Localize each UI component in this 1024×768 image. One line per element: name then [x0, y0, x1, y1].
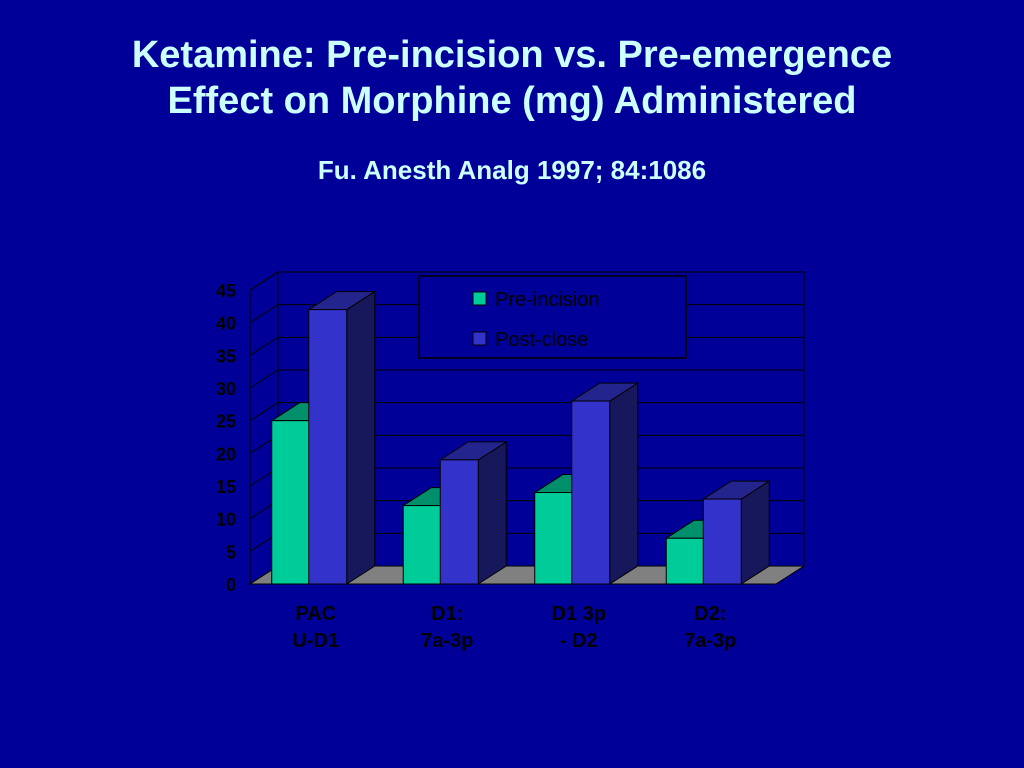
y-tick-label: 30	[216, 379, 236, 399]
x-tick-label: PAC	[295, 603, 336, 625]
x-tick-label: - D2	[560, 630, 598, 652]
x-tick-label: 7a-3p	[421, 630, 473, 652]
bar	[402, 505, 442, 585]
bar	[271, 420, 311, 585]
x-tick-label: D1:	[431, 603, 463, 625]
bar	[308, 309, 348, 585]
bar-side	[477, 440, 507, 585]
y-tick-label: 25	[216, 412, 236, 432]
bar-side	[346, 290, 376, 585]
legend-swatch	[472, 291, 487, 306]
y-tick-label: 10	[216, 510, 236, 530]
bar	[571, 400, 611, 585]
legend-label: Post-close	[495, 329, 588, 351]
y-tick-label: 0	[226, 575, 236, 595]
title-line-2: Effect on Morphine (mg) Administered	[167, 80, 857, 122]
bar	[439, 459, 479, 585]
y-tick-label: 5	[226, 542, 236, 562]
y-tick-label: 20	[216, 444, 236, 464]
x-tick-label: D1 3p	[552, 603, 606, 625]
y-tick-label: 40	[216, 314, 236, 334]
y-tick-label: 15	[216, 477, 236, 497]
title-line-1: Ketamine: Pre-incision vs. Pre-emergence	[131, 34, 893, 76]
x-tick-label: 7a-3p	[684, 630, 736, 652]
y-tick-label: 45	[216, 281, 236, 301]
y-tick-label: 35	[216, 346, 236, 366]
x-tick-label: D2:	[694, 603, 726, 625]
bar	[702, 498, 742, 585]
x-tick-label: U-D1	[292, 630, 339, 652]
gridline	[249, 369, 804, 389]
legend-box	[418, 275, 687, 359]
legend-label: Pre-incision	[495, 289, 599, 311]
legend-swatch	[472, 331, 487, 346]
citation: Fu. Anesth Analg 1997; 84:1086	[317, 155, 707, 185]
gridline	[249, 271, 804, 291]
bar-side	[609, 382, 639, 585]
bar	[665, 537, 705, 585]
bar	[534, 492, 574, 585]
slide-title: Ketamine: Pre-incision vs. Pre-emergence…	[0, 32, 1024, 124]
